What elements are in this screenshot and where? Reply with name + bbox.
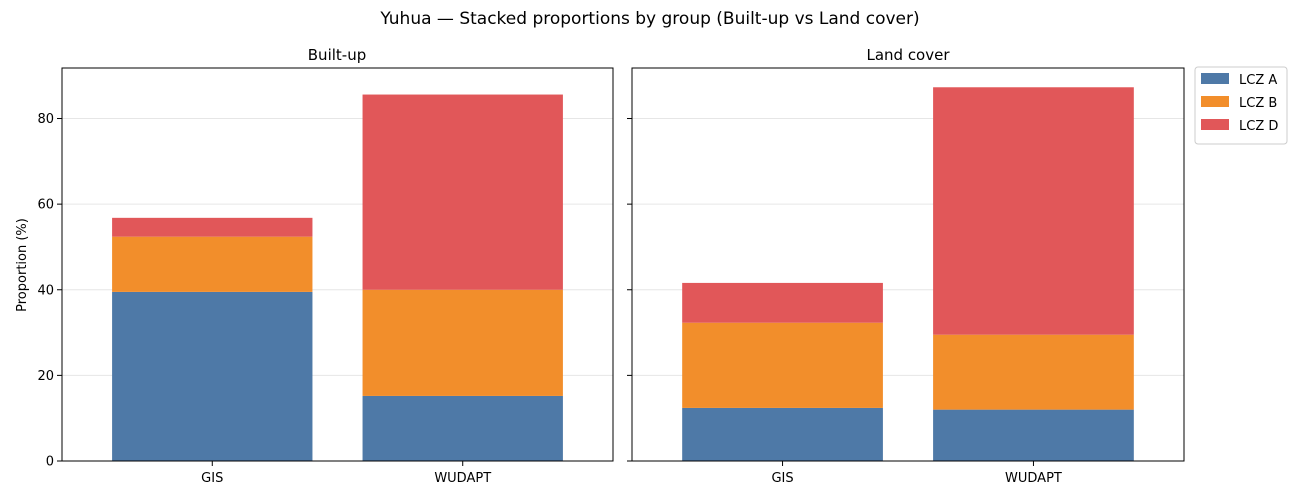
y-tick-label-40: 40 [37,283,54,298]
y-tick-label-60: 60 [37,198,54,213]
bar-land-cover-gis-lcz-b [682,322,883,408]
legend: LCZ A LCZ B LCZ D [1194,66,1288,145]
y-axis-label: Proportion (%) [15,218,30,312]
bar-land-cover-gis-lcz-d [682,282,883,323]
axes-frame-land-cover [631,67,1185,462]
bar-land-cover-wudapt-lcz-b [933,334,1134,410]
panel-land-cover: Land cover GIS WUDAPT [627,46,1185,486]
x-tick-label-land-cover-wudapt: WUDAPT [1005,471,1062,486]
x-tick-label-land-cover-gis: GIS [771,471,793,486]
bar-built-up-gis-lcz-b [112,236,313,292]
bar-land-cover-wudapt-lcz-a [933,409,1134,461]
panel-title-land-cover: Land cover [866,46,950,64]
legend-label-lcz-d: LCZ D [1239,119,1278,134]
bar-built-up-gis-lcz-d [112,217,313,237]
panel-built-up: Built-up 0 20 40 60 80 GIS WUDAPT [37,46,614,486]
bar-built-up-wudapt-lcz-d [362,94,563,290]
bar-built-up-wudapt-lcz-a [362,395,563,461]
axes-frame-built-up [61,67,614,462]
legend-swatch-lcz-b [1201,96,1229,107]
y-tick-label-80: 80 [37,112,54,127]
y-tick-label-20: 20 [37,369,54,384]
legend-label-lcz-b: LCZ B [1239,96,1277,111]
legend-swatch-lcz-a [1201,73,1229,84]
bar-land-cover-wudapt-lcz-d [933,87,1134,335]
figure-title: Yuhua — Stacked proportions by group (Bu… [379,9,919,29]
legend-label-lcz-a: LCZ A [1239,73,1277,88]
y-tick-label-0: 0 [46,455,54,470]
legend-swatch-lcz-d [1201,119,1229,130]
bar-built-up-wudapt-lcz-b [362,289,563,396]
panel-title-built-up: Built-up [308,46,366,64]
x-tick-label-built-up-wudapt: WUDAPT [434,471,491,486]
bar-built-up-gis-lcz-a [112,291,313,461]
x-tick-label-built-up-gis: GIS [201,471,223,486]
bar-land-cover-gis-lcz-a [682,407,883,461]
